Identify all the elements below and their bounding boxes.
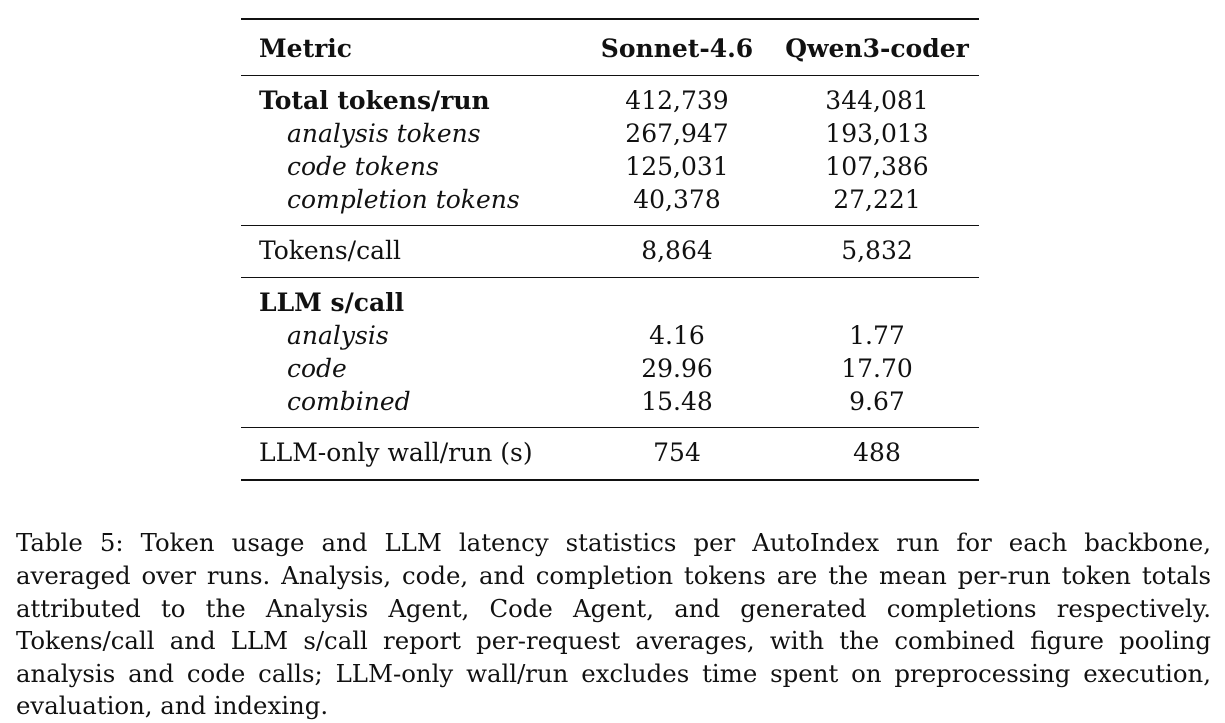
cell-qwen: 5,832	[841, 236, 913, 265]
table-row: code 29.96 17.70	[241, 352, 979, 385]
cell-sonnet	[579, 278, 775, 320]
table-row: analysis tokens 267,947 193,013	[241, 117, 979, 150]
cell-qwen: 107,386	[825, 152, 929, 181]
table-row: LLM-only wall/run (s) 754 488	[241, 427, 979, 480]
cell-sonnet: 8,864	[641, 236, 713, 265]
cell-sonnet: 29.96	[641, 354, 713, 383]
results-table: Metric Sonnet-4.6 Qwen3-coder Total toke…	[241, 18, 979, 481]
cell-sonnet: 412,739	[625, 86, 729, 115]
row-label: Total tokens/run	[259, 86, 490, 115]
cell-qwen: 9.67	[849, 387, 905, 416]
row-label: LLM s/call	[259, 288, 405, 317]
cell-sonnet: 15.48	[641, 387, 713, 416]
cell-qwen: 27,221	[833, 185, 921, 214]
cell-sonnet: 754	[653, 438, 701, 467]
row-label: LLM-only wall/run (s)	[259, 438, 533, 467]
table-row: code tokens 125,031 107,386	[241, 150, 979, 183]
cell-sonnet: 267,947	[625, 119, 729, 148]
header-sonnet: Sonnet-4.6	[600, 34, 754, 63]
row-label: combined	[287, 387, 411, 416]
cell-qwen: 1.77	[849, 321, 905, 350]
cell-qwen: 17.70	[841, 354, 913, 383]
table-row: Total tokens/run 412,739 344,081	[241, 75, 979, 118]
row-label: completion tokens	[287, 185, 520, 214]
cell-qwen: 488	[853, 438, 901, 467]
cell-qwen: 193,013	[825, 119, 929, 148]
cell-sonnet: 40,378	[633, 185, 721, 214]
cell-qwen	[775, 278, 979, 320]
cell-qwen: 344,081	[825, 86, 929, 115]
row-label: code	[287, 354, 347, 383]
row-label: code tokens	[287, 152, 439, 181]
header-row: Metric Sonnet-4.6 Qwen3-coder	[241, 19, 979, 76]
table-caption: Table 5: Token usage and LLM latency sta…	[16, 528, 1211, 721]
table-row: Tokens/call 8,864 5,832	[241, 225, 979, 278]
row-label: Tokens/call	[259, 236, 401, 265]
row-label: analysis	[287, 321, 389, 350]
cell-sonnet: 125,031	[625, 152, 729, 181]
row-label: analysis tokens	[287, 119, 481, 148]
header-metric: Metric	[259, 34, 353, 63]
table-row: analysis 4.16 1.77	[241, 319, 979, 352]
cell-sonnet: 4.16	[649, 321, 705, 350]
table-row: LLM s/call	[241, 277, 979, 320]
header-qwen: Qwen3-coder	[785, 34, 969, 63]
results-table-container: Metric Sonnet-4.6 Qwen3-coder Total toke…	[241, 18, 979, 481]
table-row: completion tokens 40,378 27,221	[241, 183, 979, 226]
table-row: combined 15.48 9.67	[241, 385, 979, 428]
